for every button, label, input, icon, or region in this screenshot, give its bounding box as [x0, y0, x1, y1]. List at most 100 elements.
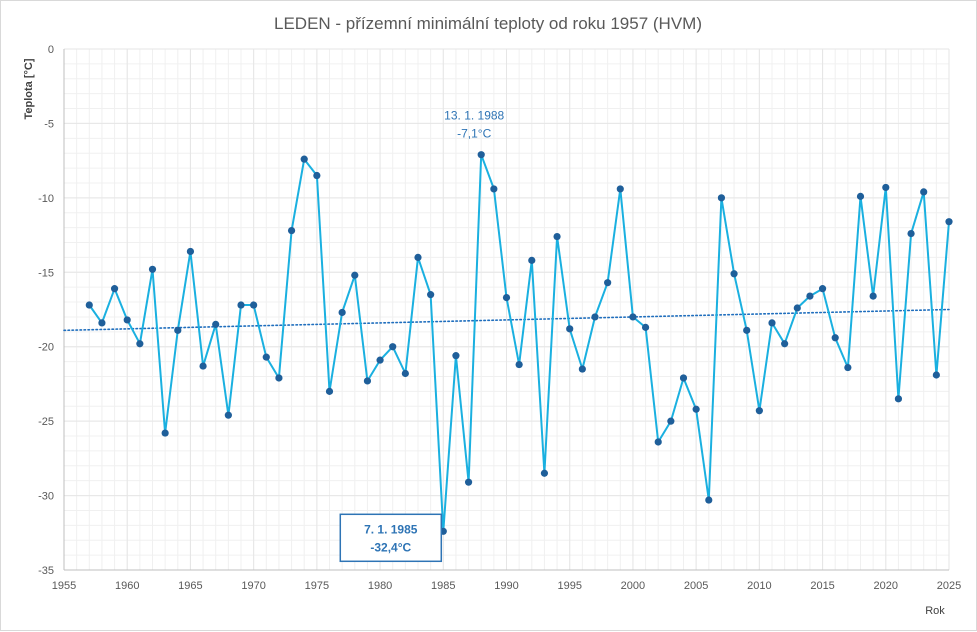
data-point [110, 285, 119, 293]
x-tick-label: 2010 [747, 580, 771, 592]
data-point [262, 353, 270, 361]
x-tick-label: 2000 [621, 580, 645, 592]
x-tick-label: 1965 [178, 580, 202, 592]
data-point [477, 151, 485, 159]
data-point [768, 319, 776, 327]
data-point [679, 374, 688, 382]
data-point [540, 469, 549, 477]
data-point [869, 292, 877, 300]
series-group [85, 151, 953, 535]
data-point [427, 291, 435, 299]
data-point [401, 369, 409, 378]
data-point [325, 387, 334, 395]
y-tick-label: -25 [38, 416, 54, 428]
data-point [237, 301, 245, 309]
chart-title: LEDEN - přízemní minimální teploty od ro… [274, 14, 702, 33]
data-point [148, 265, 157, 273]
data-point [882, 183, 890, 192]
data-point [692, 405, 700, 413]
data-point [907, 229, 915, 238]
annotations-group: 13. 1. 1988 -7,1°C 7. 1. 1985 -32,4°C [339, 109, 505, 563]
data-point [136, 340, 144, 348]
data-point [275, 374, 283, 382]
x-tick-label: 1970 [241, 580, 265, 592]
data-point [389, 343, 397, 351]
data-point [604, 279, 612, 287]
y-tick-label: -30 [38, 491, 54, 503]
y-tick-label: -35 [38, 565, 54, 577]
y-tick-label: -10 [38, 193, 54, 205]
data-point [717, 194, 726, 202]
data-point [755, 407, 763, 415]
x-tick-label: 2015 [810, 580, 834, 592]
data-point [578, 365, 586, 373]
data-point [199, 362, 207, 370]
data-point [831, 334, 839, 342]
x-tick-label: 1995 [557, 580, 581, 592]
annotation-box [339, 513, 443, 563]
data-point [287, 227, 296, 235]
data-point [629, 313, 637, 321]
data-point [363, 377, 372, 385]
x-tick-label: 2025 [937, 580, 961, 592]
data-point [781, 340, 789, 348]
annotation-value: -32,4°C [370, 540, 411, 554]
data-point [945, 218, 953, 226]
data-point [667, 417, 675, 425]
data-point [224, 411, 232, 419]
y-tick-label: -15 [38, 267, 54, 279]
trendline-group [63, 308, 950, 332]
x-axis-title: Rok [925, 605, 945, 617]
data-point [932, 371, 940, 379]
data-point [490, 185, 498, 193]
x-tick-label: 1980 [368, 580, 392, 592]
data-point [553, 232, 561, 241]
data-point [844, 363, 852, 372]
data-point [730, 270, 738, 278]
x-tick-label: 2005 [684, 580, 708, 592]
data-point [641, 323, 650, 331]
data-point [654, 438, 662, 446]
data-point [502, 293, 511, 302]
data-point [85, 301, 93, 309]
data-point [894, 395, 903, 403]
annotation-value: -7,1°C [457, 127, 491, 141]
y-tick-label: 0 [48, 44, 54, 56]
y-tick-label: -20 [38, 342, 54, 354]
data-point [705, 496, 713, 504]
annotation-date: 13. 1. 1988 [444, 109, 504, 123]
data-point [528, 256, 536, 264]
annotation-date: 7. 1. 1985 [364, 522, 418, 536]
data-point [98, 319, 106, 327]
data-point [186, 247, 195, 256]
trendline [63, 308, 950, 332]
y-tick-label: -5 [44, 118, 54, 130]
y-axis-title: Teplota [°C] [23, 58, 35, 119]
axes: 1955 1960 1965 1970 1975 1980 1985 1990 1995 2000… [38, 44, 961, 592]
data-point [414, 253, 422, 261]
data-point [250, 301, 258, 309]
data-point [818, 285, 827, 293]
data-point [161, 429, 169, 437]
data-point [338, 308, 346, 317]
data-point [464, 478, 473, 486]
data-point [591, 313, 599, 321]
data-point [856, 192, 865, 200]
x-tick-label: 1990 [494, 580, 518, 592]
data-point [616, 185, 624, 193]
data-point [313, 171, 321, 180]
data-point [351, 271, 359, 279]
data-point [376, 356, 384, 364]
x-tick-label: 1985 [431, 580, 455, 592]
data-point [793, 304, 801, 312]
data-point [174, 326, 182, 334]
data-point [123, 316, 131, 324]
data-point [300, 155, 308, 163]
data-point [515, 360, 523, 369]
data-point [452, 352, 460, 360]
data-point [566, 325, 574, 333]
data-point [212, 320, 220, 328]
x-tick-label: 2020 [874, 580, 898, 592]
